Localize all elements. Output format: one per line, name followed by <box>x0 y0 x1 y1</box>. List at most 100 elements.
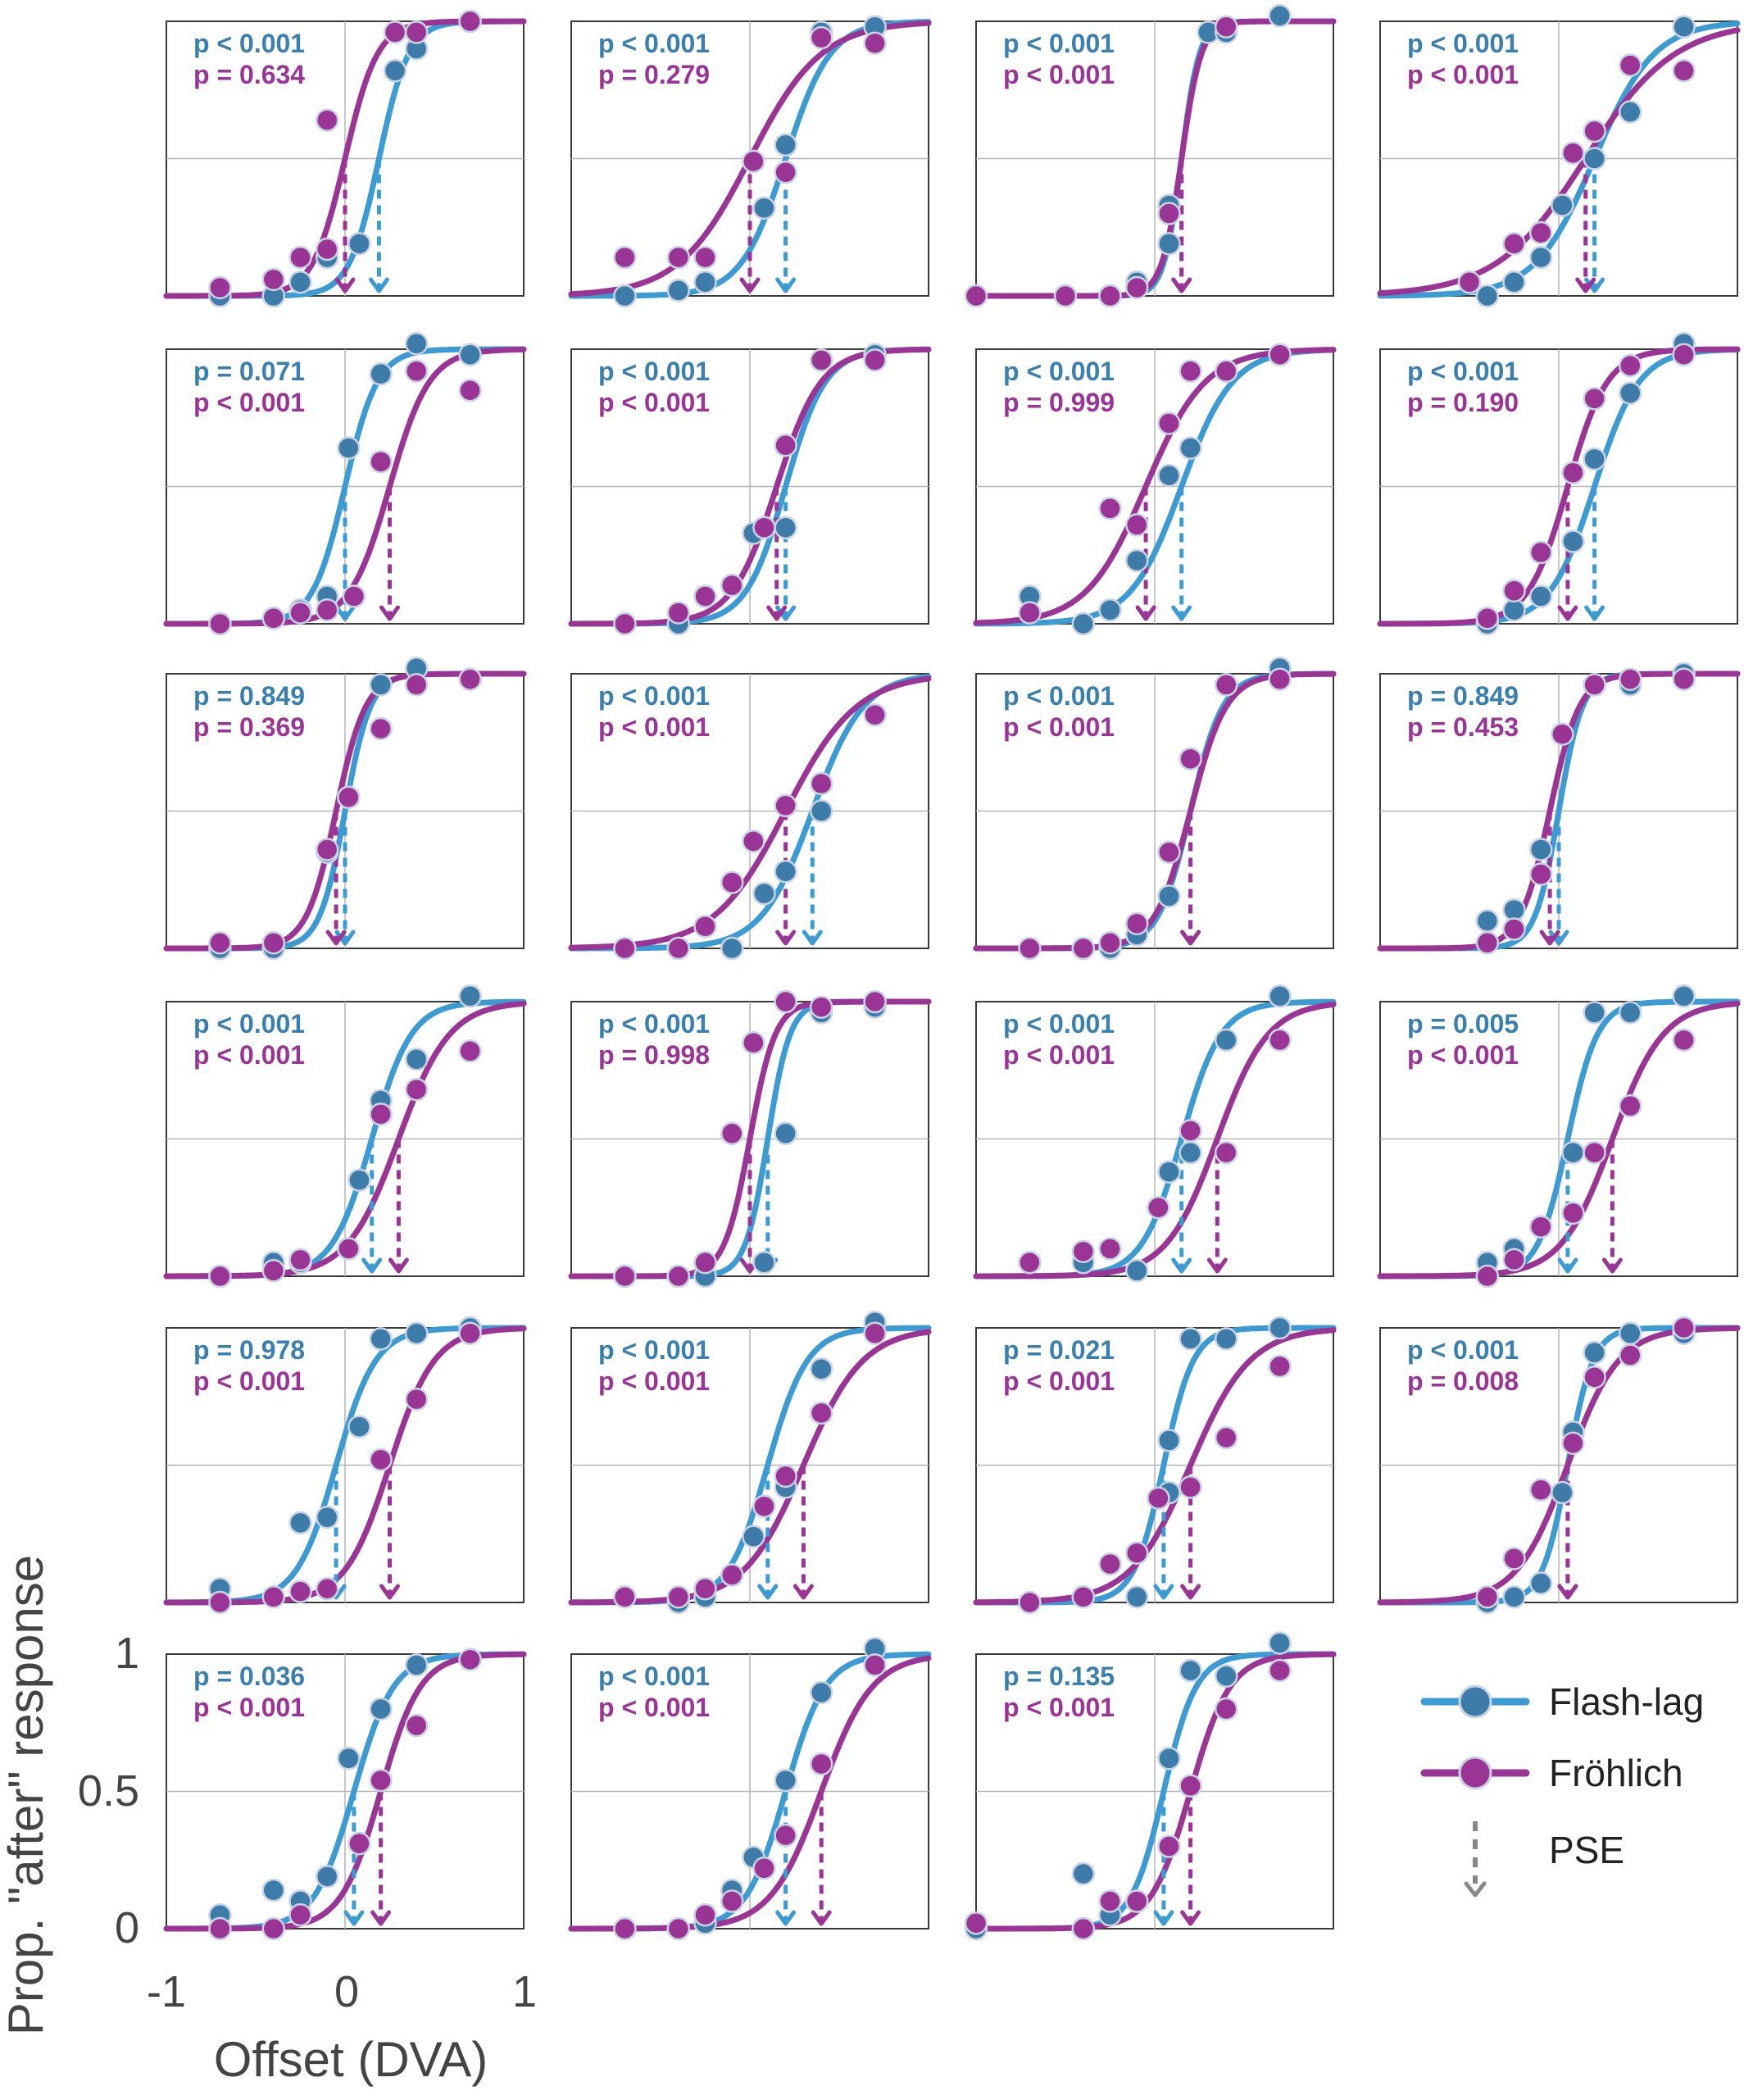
flash-lag-point <box>315 1865 339 1889</box>
frohlich-point <box>404 1387 429 1411</box>
flash-lag-point <box>1157 232 1181 256</box>
frohlich-point <box>1672 59 1696 83</box>
flash-lag-point <box>1071 1861 1096 1886</box>
flash-lag-point <box>369 361 393 386</box>
p-value-frohlich: p < 0.001 <box>1003 712 1115 742</box>
p-value-frohlich: p < 0.001 <box>598 388 710 417</box>
p-value-frohlich: p = 0.279 <box>598 60 710 89</box>
flash-lag-point <box>1179 1658 1202 1683</box>
frohlich-point <box>1502 1547 1526 1570</box>
p-value-frohlich: p = 0.634 <box>193 60 305 89</box>
flash-lag-point <box>613 284 637 308</box>
flash-lag-point <box>774 516 797 539</box>
frohlich-point <box>1124 513 1149 537</box>
frohlich-point <box>261 931 286 955</box>
frohlich-pse-arrowhead <box>379 605 400 621</box>
flash-lag-point <box>1561 1141 1585 1165</box>
frohlich-point <box>752 1857 776 1880</box>
flash-lag-point <box>337 1747 361 1770</box>
frohlich-point <box>863 703 887 727</box>
frohlich-point <box>1098 497 1122 520</box>
p-value-flash-lag: p < 0.001 <box>193 1009 305 1039</box>
p-value-frohlich: p < 0.001 <box>193 1040 305 1070</box>
p-value-frohlich: p = 0.190 <box>1407 388 1519 417</box>
frohlich-pse-arrowhead <box>370 1910 392 1926</box>
p-value-frohlich: p < 0.001 <box>1407 60 1519 89</box>
p-value-flash-lag: p < 0.001 <box>598 29 710 58</box>
frohlich-point <box>261 1259 286 1283</box>
flash-lag-point <box>261 1878 286 1902</box>
flash-lag-point <box>1157 1160 1181 1184</box>
frohlich-point <box>809 348 833 372</box>
p-value-flash-lag: p = 0.135 <box>1003 1661 1115 1691</box>
frohlich-point <box>1214 1141 1238 1165</box>
frohlich-point <box>315 1577 339 1601</box>
frohlich-point <box>1098 284 1122 308</box>
frohlich-point <box>1561 461 1585 484</box>
flash-lag-point <box>752 196 776 220</box>
frohlich-point <box>337 1237 361 1261</box>
frohlich-point <box>1157 411 1181 435</box>
p-value-flash-lag: p < 0.001 <box>598 1335 710 1365</box>
frohlich-pse-arrowhead <box>1557 1584 1578 1600</box>
frohlich-pse-arrowhead <box>1135 605 1156 621</box>
frohlich-point <box>1018 936 1042 961</box>
frohlich-pse-arrowhead <box>334 277 356 293</box>
frohlich-point <box>1018 601 1042 625</box>
frohlich-point <box>404 20 429 44</box>
frohlich-point <box>774 793 797 818</box>
flash-lag-point <box>666 279 691 302</box>
flash-lag-pse-arrowhead <box>775 277 797 293</box>
flash-lag-point <box>1528 838 1553 861</box>
y-axis-ticks: 1 0.5 0 <box>78 1629 139 1952</box>
frohlich-point <box>1268 1658 1292 1683</box>
frohlich-point <box>369 1102 393 1126</box>
frohlich-point <box>288 601 312 625</box>
frohlich-point <box>613 1916 637 1941</box>
p-value-flash-lag: p < 0.001 <box>1003 357 1115 386</box>
frohlich-point <box>752 516 776 539</box>
flash-lag-point <box>1214 1327 1238 1351</box>
p-value-flash-lag: p < 0.001 <box>598 357 710 386</box>
flash-lag-point <box>458 343 482 366</box>
frohlich-point <box>315 838 339 861</box>
p-value-flash-lag: p < 0.001 <box>598 1661 710 1691</box>
p-value-flash-lag: p < 0.001 <box>1003 29 1115 58</box>
frohlich-point <box>1157 1834 1181 1858</box>
x-tick-label: 0 <box>334 1967 359 2016</box>
flash-lag-point <box>742 1525 765 1548</box>
flash-lag-point <box>1672 984 1696 1008</box>
frohlich-point <box>337 785 361 809</box>
frohlich-point <box>404 673 429 697</box>
frohlich-point <box>1268 1354 1292 1379</box>
flash-lag-point <box>1618 100 1642 124</box>
frohlich-point <box>613 936 637 961</box>
flash-lag-point <box>1157 1429 1181 1452</box>
flash-lag-point <box>774 859 797 884</box>
frohlich-point <box>1528 1478 1553 1502</box>
frohlich-point <box>1528 862 1553 886</box>
frohlich-point <box>693 1577 717 1601</box>
flash-lag-pse-arrowhead <box>361 1257 383 1274</box>
frohlich-point <box>1147 1196 1170 1220</box>
frohlich-point <box>1179 1475 1202 1499</box>
frohlich-point <box>693 1903 717 1927</box>
flash-lag-pse-arrowhead <box>1171 1257 1192 1274</box>
frohlich-point <box>693 245 717 270</box>
flash-lag-point <box>1268 984 1292 1008</box>
p-value-frohlich: p = 0.008 <box>1407 1366 1519 1396</box>
flash-lag-point <box>1157 1747 1181 1770</box>
frohlich-point <box>964 1911 988 1935</box>
frohlich-point <box>613 245 637 270</box>
p-value-flash-lag: p < 0.001 <box>1407 1335 1519 1365</box>
frohlich-fit-curve <box>973 1002 1337 1280</box>
frohlich-point <box>369 1448 393 1472</box>
frohlich-point <box>742 149 765 174</box>
frohlich-point <box>1053 284 1078 308</box>
